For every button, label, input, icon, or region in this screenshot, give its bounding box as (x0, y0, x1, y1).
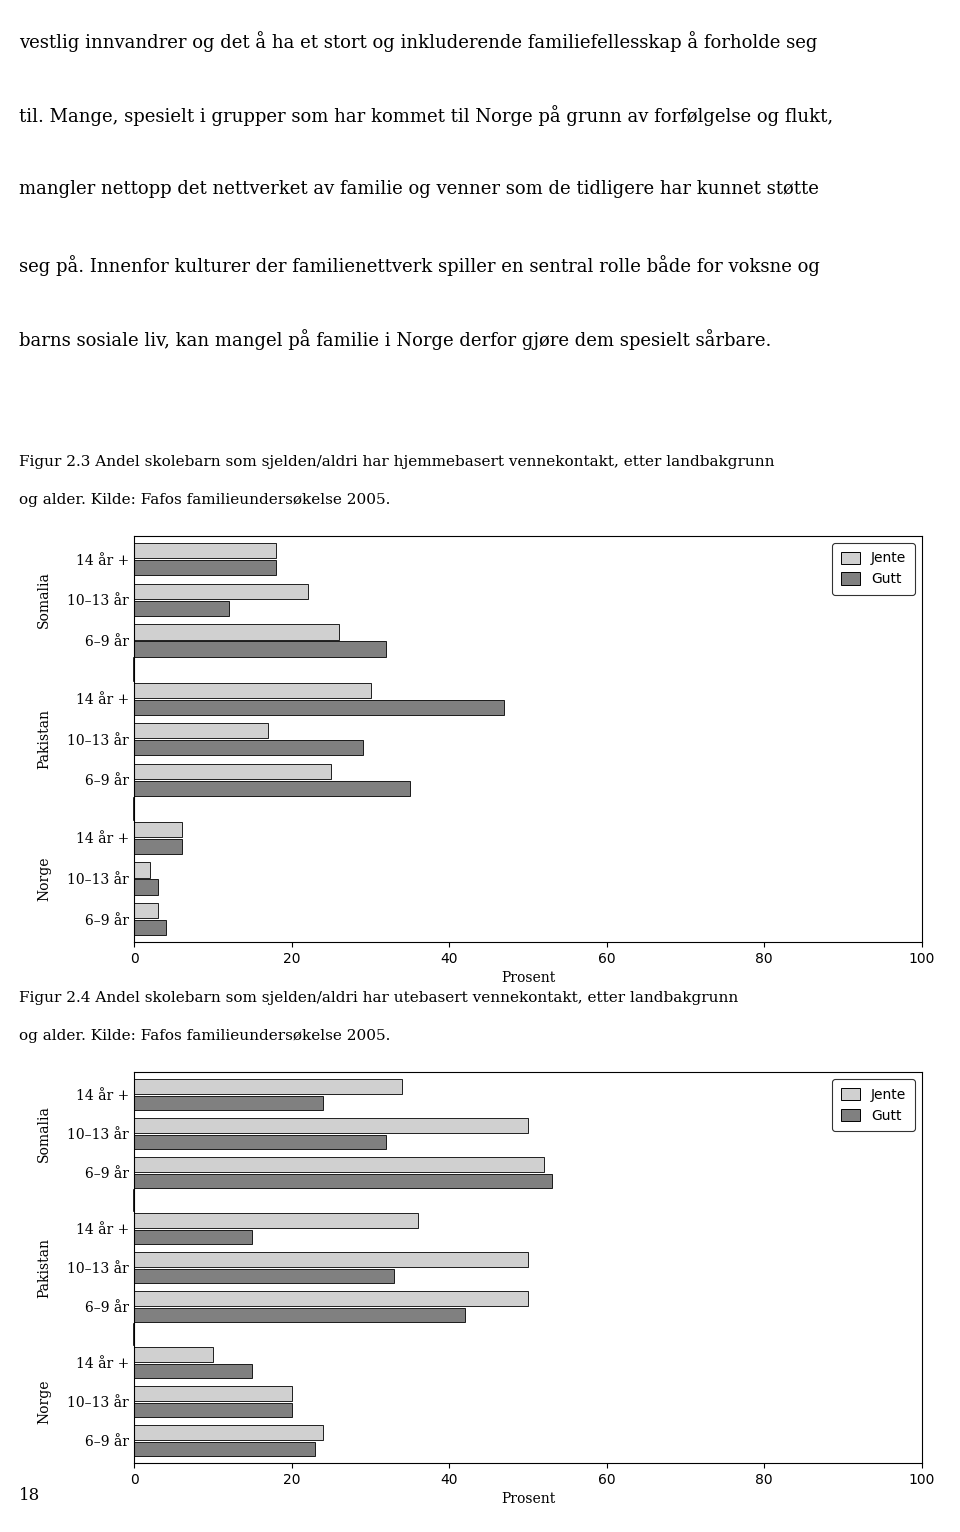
Bar (134, 723, 268, 738)
Bar (134, 879, 158, 895)
Bar (134, 1268, 395, 1284)
Text: Figur 2.3 Andel skolebarn som sjelden/aldri har hjemmebasert vennekontakt, etter: Figur 2.3 Andel skolebarn som sjelden/al… (19, 455, 775, 469)
Bar (134, 781, 410, 795)
Bar (134, 921, 166, 935)
Bar (134, 902, 158, 918)
Bar (134, 1118, 528, 1132)
Bar (134, 840, 181, 853)
Bar (134, 821, 181, 836)
Text: Norge: Norge (36, 856, 51, 901)
Text: seg på. Innenfor kulturer der familienettverk spiller en sentral rolle både for : seg på. Innenfor kulturer der familienet… (19, 254, 820, 276)
Bar (134, 1425, 324, 1440)
Bar (134, 1230, 252, 1244)
Bar (134, 683, 371, 697)
Bar (134, 1252, 528, 1267)
Bar (134, 1135, 386, 1149)
Text: barns sosiale liv, kan mangel på familie i Norge derfor gjøre dem spesielt sårba: barns sosiale liv, kan mangel på familie… (19, 329, 772, 351)
Text: og alder. Kilde: Fafos familieundersøkelse 2005.: og alder. Kilde: Fafos familieundersøkel… (19, 1030, 391, 1043)
Text: Norge: Norge (36, 1379, 51, 1423)
Text: Figur 2.4 Andel skolebarn som sjelden/aldri har utebasert vennekontakt, etter la: Figur 2.4 Andel skolebarn som sjelden/al… (19, 991, 738, 1005)
Text: Somalia: Somalia (36, 1105, 51, 1163)
Bar (134, 700, 504, 714)
X-axis label: Prosent: Prosent (501, 1492, 555, 1506)
Bar (134, 1079, 402, 1094)
Text: Pakistan: Pakistan (36, 1238, 51, 1298)
Text: til. Mange, spesielt i grupper som har kommet til Norge på grunn av forfølgelse : til. Mange, spesielt i grupper som har k… (19, 106, 833, 126)
Text: Pakistan: Pakistan (36, 709, 51, 769)
Bar (134, 1347, 213, 1362)
Bar (134, 764, 331, 778)
Bar (134, 642, 386, 657)
Bar (134, 625, 339, 639)
Bar (134, 863, 150, 878)
Bar (134, 1363, 252, 1379)
Bar (134, 601, 228, 616)
Bar (134, 1386, 292, 1400)
Bar (134, 1308, 465, 1322)
Bar (134, 1291, 528, 1305)
Bar (134, 561, 276, 576)
Text: Somalia: Somalia (36, 571, 51, 628)
Text: 18: 18 (19, 1488, 40, 1504)
Text: vestlig innvandrer og det å ha et stort og inkluderende familiefellesskap å forh: vestlig innvandrer og det å ha et stort … (19, 31, 818, 52)
Legend: Jente, Gutt: Jente, Gutt (832, 1080, 915, 1131)
Bar (134, 1095, 324, 1111)
Bar (134, 1403, 292, 1417)
Bar (134, 544, 276, 558)
Bar (134, 1174, 552, 1189)
Bar (134, 1213, 418, 1227)
Bar (134, 1157, 543, 1172)
X-axis label: Prosent: Prosent (501, 971, 555, 985)
Text: og alder. Kilde: Fafos familieundersøkelse 2005.: og alder. Kilde: Fafos familieundersøkel… (19, 493, 391, 507)
Text: mangler nettopp det nettverket av familie og venner som de tidligere har kunnet : mangler nettopp det nettverket av famili… (19, 181, 819, 198)
Legend: Jente, Gutt: Jente, Gutt (832, 544, 915, 594)
Bar (134, 740, 363, 755)
Bar (134, 1442, 316, 1457)
Bar (134, 584, 307, 599)
